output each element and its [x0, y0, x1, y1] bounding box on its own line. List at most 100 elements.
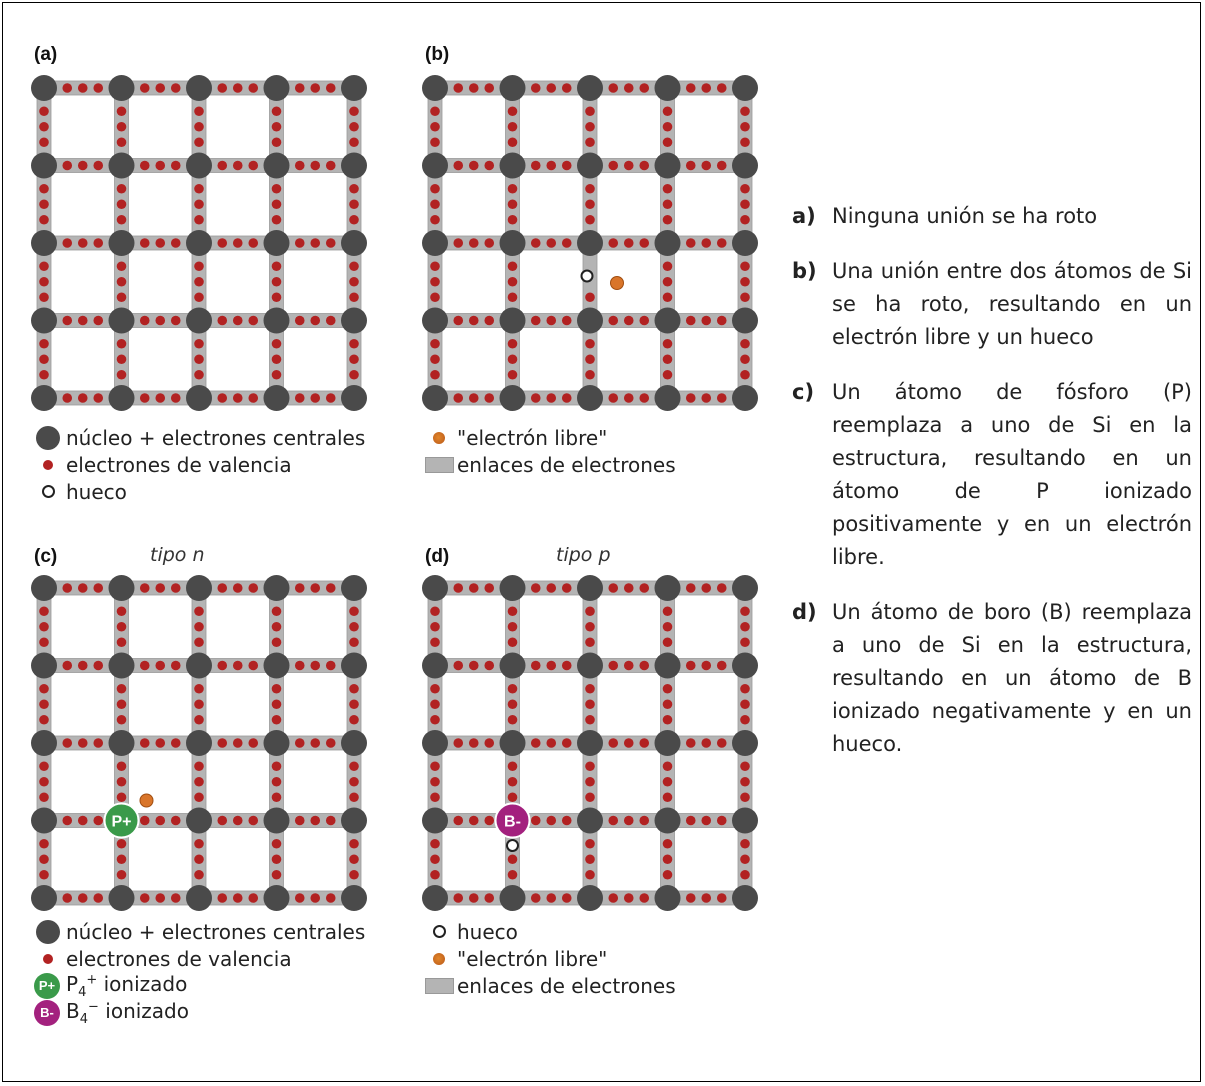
valence-electron — [701, 583, 712, 593]
valence-electron — [271, 199, 282, 210]
nucleus — [341, 307, 367, 334]
valence-electron — [77, 893, 88, 903]
valence-electron — [546, 660, 557, 671]
valence-electron — [248, 393, 259, 403]
valence-electron — [740, 292, 750, 303]
valence-electron — [39, 106, 49, 117]
description-text: Ninguna unión se ha roto — [832, 204, 1098, 228]
nucleus — [422, 885, 448, 911]
nucleus — [422, 152, 448, 179]
hole-icon — [433, 925, 446, 938]
valence-electron — [453, 660, 464, 671]
valence-electron — [430, 714, 440, 725]
valence-electron — [701, 815, 712, 826]
valence-electron — [155, 738, 166, 748]
valence-electron — [530, 83, 541, 93]
valence-electron — [310, 238, 321, 248]
valence-electron — [585, 699, 595, 710]
valence-electron — [685, 160, 696, 171]
valence-electron — [546, 893, 557, 903]
valence-electron — [194, 354, 204, 365]
valence-electron — [139, 160, 150, 171]
valence-electron — [662, 761, 673, 772]
panel-d-label: (d) — [425, 546, 450, 567]
valence-electron — [170, 238, 181, 248]
panel-d-subtitle: tipo p — [556, 544, 611, 566]
valence-electron — [662, 369, 673, 380]
valence-electron — [662, 606, 673, 617]
valence-electron — [701, 160, 712, 171]
valence-electron — [116, 699, 127, 710]
valence-electron — [170, 660, 181, 671]
valence-electron — [349, 199, 359, 210]
valence-electron — [468, 315, 479, 326]
description-key: c) — [792, 380, 815, 404]
valence-electron — [740, 761, 750, 772]
valence-electron — [349, 606, 359, 617]
valence-electron — [194, 792, 204, 803]
valence-electron — [39, 761, 49, 772]
valence-electron — [271, 338, 282, 349]
valence-electron — [685, 583, 696, 593]
nucleus — [654, 652, 681, 679]
valence-electron — [507, 369, 518, 380]
valence-electron — [294, 83, 305, 93]
valence-electron — [430, 214, 440, 225]
description-item-d: d) Un átomo de boro (B) reemplaza a uno d… — [792, 596, 1198, 761]
free-electron — [610, 276, 624, 290]
nucleus — [422, 385, 448, 411]
valence-electron — [294, 738, 305, 748]
nucleus — [422, 230, 448, 256]
valence-electron — [232, 83, 243, 93]
valence-electron — [468, 393, 479, 403]
nucleus — [732, 730, 758, 756]
nucleus — [31, 885, 57, 911]
valence-electron — [116, 261, 127, 272]
valence-electron — [294, 160, 305, 171]
valence-electron — [116, 838, 127, 849]
valence-electron — [701, 393, 712, 403]
valence-electron — [662, 276, 673, 287]
valence-electron — [194, 121, 204, 132]
valence-electron — [39, 869, 49, 880]
valence-electron — [685, 83, 696, 93]
valence-electron — [271, 137, 282, 148]
nucleus — [263, 730, 290, 756]
valence-electron — [740, 869, 750, 880]
valence-electron — [740, 261, 750, 272]
nucleus — [654, 807, 681, 834]
valence-electron — [716, 583, 727, 593]
valence-electron — [139, 738, 150, 748]
nucleus — [263, 885, 290, 911]
valence-electron — [639, 393, 650, 403]
legend-item-bonds: enlaces de electrones — [425, 451, 676, 478]
free-electron-icon — [433, 431, 445, 444]
valence-electron — [484, 238, 495, 248]
valence-electron — [623, 583, 634, 593]
valence-electron — [93, 893, 104, 903]
valence-electron — [430, 621, 440, 632]
nucleus-icon — [36, 425, 60, 450]
valence-electron — [430, 354, 440, 365]
valence-electron — [468, 893, 479, 903]
nucleus — [186, 730, 212, 756]
valence-electron — [484, 815, 495, 826]
nucleus — [263, 385, 290, 411]
valence-electron — [561, 583, 572, 593]
valence-electron — [484, 893, 495, 903]
valence-electron — [685, 393, 696, 403]
nucleus — [654, 885, 681, 911]
ion-subscript: 4 — [79, 1011, 89, 1027]
valence-electron — [155, 315, 166, 326]
valence-electron — [608, 315, 619, 326]
nucleus — [732, 75, 758, 101]
nucleus — [263, 652, 290, 679]
valence-electron — [248, 893, 259, 903]
hole — [580, 269, 594, 283]
valence-electron — [639, 315, 650, 326]
valence-electron — [325, 738, 336, 748]
valence-electron — [116, 854, 127, 865]
valence-electron — [77, 660, 88, 671]
valence-electron — [685, 238, 696, 248]
valence-electron — [740, 714, 750, 725]
